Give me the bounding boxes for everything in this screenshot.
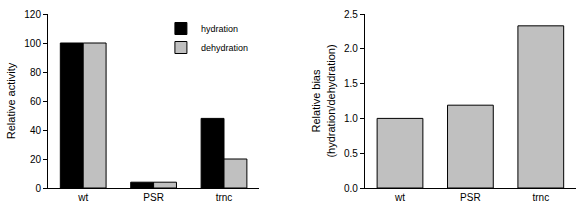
svg-text:Relative activity: Relative activity bbox=[5, 62, 17, 139]
svg-text:100: 100 bbox=[24, 38, 41, 49]
svg-text:2.0: 2.0 bbox=[344, 43, 358, 54]
svg-text:Relative bias(hydration/dehydr: Relative bias(hydration/dehydration) bbox=[310, 44, 336, 157]
svg-text:trnc: trnc bbox=[216, 192, 233, 203]
svg-text:PSR: PSR bbox=[143, 192, 164, 203]
svg-text:wt: wt bbox=[77, 192, 88, 203]
svg-text:0.0: 0.0 bbox=[344, 183, 358, 194]
svg-text:hydration: hydration bbox=[201, 24, 238, 34]
svg-text:PSR: PSR bbox=[460, 192, 481, 203]
svg-text:2.5: 2.5 bbox=[344, 9, 358, 20]
svg-text:40: 40 bbox=[30, 125, 42, 136]
svg-text:1.0: 1.0 bbox=[344, 113, 358, 124]
svg-text:0: 0 bbox=[35, 183, 41, 194]
svg-text:wt: wt bbox=[394, 192, 405, 203]
svg-text:60: 60 bbox=[30, 96, 42, 107]
svg-text:20: 20 bbox=[30, 154, 42, 165]
svg-text:dehydration: dehydration bbox=[201, 43, 248, 53]
svg-text:1.5: 1.5 bbox=[344, 78, 358, 89]
svg-text:0.5: 0.5 bbox=[344, 148, 358, 159]
svg-text:trnc: trnc bbox=[532, 192, 549, 203]
svg-text:120: 120 bbox=[24, 9, 41, 20]
svg-text:80: 80 bbox=[30, 67, 42, 78]
